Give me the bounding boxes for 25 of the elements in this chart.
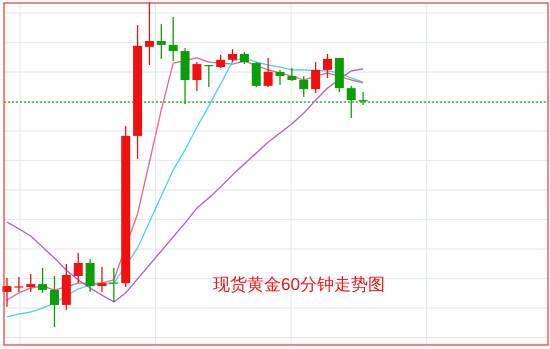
candlestick	[204, 64, 214, 88]
candlestick	[216, 54, 226, 69]
candlestick	[2, 277, 12, 308]
candlestick	[228, 48, 238, 63]
candlestick	[38, 267, 48, 294]
candlestick	[156, 23, 166, 60]
candlestick	[50, 275, 59, 328]
candlestick	[322, 53, 332, 79]
candlestick	[346, 85, 356, 119]
text: 现货黄金60分钟走势图	[213, 275, 385, 294]
candlestick	[168, 16, 178, 62]
candlestick	[26, 273, 36, 293]
candlestick	[240, 51, 249, 65]
candlestick	[144, 1, 154, 66]
candlestick	[97, 266, 106, 293]
candlestick	[74, 252, 83, 284]
candlestick	[264, 57, 273, 88]
candlestick	[276, 69, 285, 86]
candlestick	[358, 91, 368, 106]
candlestick	[192, 61, 202, 92]
candlestick	[299, 75, 308, 98]
candlestick	[86, 258, 95, 293]
candlestick	[311, 61, 320, 94]
candlestick	[287, 67, 296, 82]
candlestick	[252, 61, 261, 88]
